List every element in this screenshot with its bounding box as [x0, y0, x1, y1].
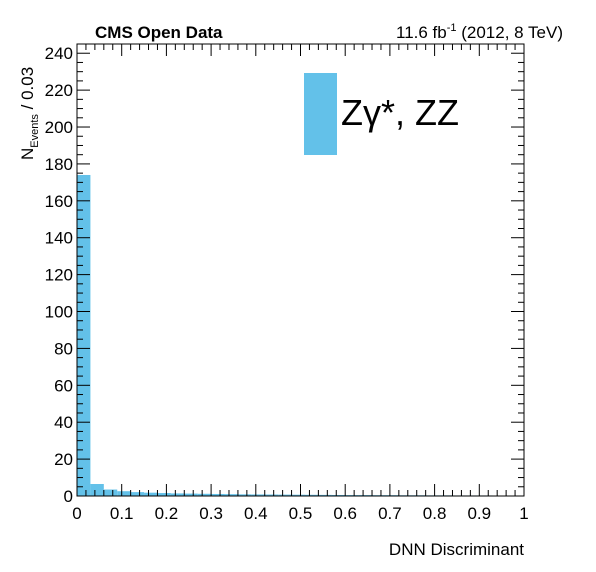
y-axis-title-sub: Events — [29, 114, 41, 148]
x-tick-label: 0.2 — [155, 504, 179, 523]
y-tick-label: 240 — [45, 44, 73, 63]
x-tick-label: 0.4 — [244, 504, 268, 523]
histogram-bar — [211, 493, 225, 496]
x-tick-label: 1 — [519, 504, 528, 523]
histogram-bars — [77, 174, 524, 496]
lumi-value: 11.6 fb — [396, 23, 447, 42]
histogram-bar — [90, 484, 104, 496]
histogram-bar — [157, 493, 171, 496]
histogram-bar — [264, 494, 279, 496]
histogram-bar — [77, 174, 91, 496]
luminosity-label: 11.6 fb-1 (2012, 8 TeV) — [396, 22, 563, 42]
histogram-bar — [197, 493, 212, 496]
y-tick-label: 120 — [45, 266, 73, 285]
y-tick-label: 0 — [64, 487, 73, 506]
legend: Zγ*, ZZ — [304, 73, 459, 155]
lumi-sup: -1 — [447, 22, 457, 34]
y-tick-label: 100 — [45, 303, 73, 322]
histogram-bar — [144, 492, 158, 496]
histogram-bar — [304, 494, 319, 496]
y-tick-label: 160 — [45, 192, 73, 211]
y-tick-label: 40 — [54, 413, 73, 432]
histogram-bar — [251, 494, 265, 496]
x-tick-label: 0 — [72, 504, 81, 523]
histogram-bar — [224, 494, 238, 496]
axes: 0 0.1 0.2 0.3 0.4 0.5 0.6 0.7 0.8 0.9 1 0 20 40 60 80 10… — [45, 43, 529, 523]
y-axis-title-tail: / 0.03 — [18, 67, 37, 114]
y-axis-title-main: N — [18, 148, 37, 160]
histogram-bar — [237, 494, 252, 496]
x-tick-label: 0.6 — [333, 504, 357, 523]
x-tick-label: 0.8 — [423, 504, 447, 523]
histogram-bar — [130, 492, 145, 496]
lumi-rest: (2012, 8 TeV) — [457, 23, 563, 42]
histogram-bar — [103, 489, 118, 496]
x-tick-label: 0.3 — [199, 504, 223, 523]
y-tick-label: 80 — [54, 339, 73, 358]
y-tick-label: 180 — [45, 155, 73, 174]
legend-swatch — [304, 73, 337, 155]
x-tick-label: 0.5 — [289, 504, 313, 523]
y-axis-title: NEvents / 0.03 — [18, 67, 41, 160]
histogram-bar — [278, 494, 292, 496]
legend-label: Zγ*, ZZ — [341, 92, 459, 133]
y-tick-label: 20 — [54, 450, 73, 469]
histogram-bar — [117, 491, 131, 496]
histogram-bar — [331, 494, 346, 496]
x-tick-label: 0.1 — [110, 504, 134, 523]
histogram-bar — [170, 493, 185, 496]
x-tick-label: 0.7 — [378, 504, 402, 523]
histogram-bar — [184, 493, 198, 496]
y-tick-label: 200 — [45, 118, 73, 137]
histogram-bar — [291, 494, 305, 496]
x-tick-label: 0.9 — [467, 504, 491, 523]
y-tick-label: 140 — [45, 229, 73, 248]
y-tick-label: 220 — [45, 81, 73, 100]
histogram-bar — [318, 494, 332, 496]
experiment-label: CMS Open Data — [95, 23, 223, 42]
x-axis-title: DNN Discriminant — [389, 540, 524, 559]
y-tick-label: 60 — [54, 376, 73, 395]
